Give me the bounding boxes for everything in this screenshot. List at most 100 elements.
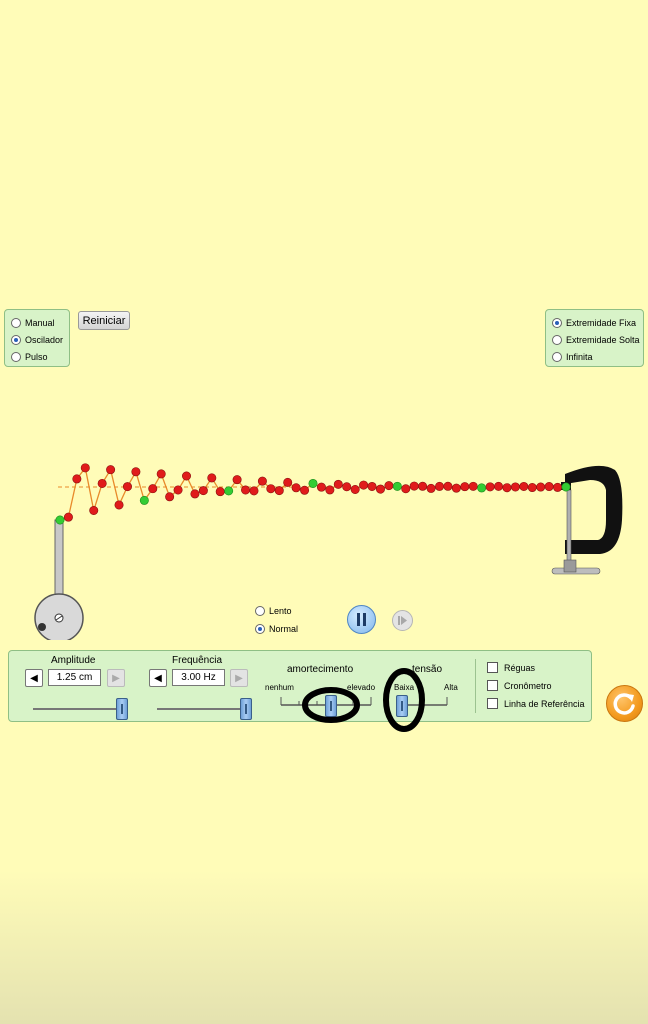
string-bead [359, 480, 369, 490]
frequency-value[interactable]: 3.00 Hz [172, 669, 225, 686]
string-bead [80, 463, 90, 473]
radio-loose-end[interactable] [552, 334, 562, 345]
string-bead [375, 484, 385, 494]
stopwatch-label: Cronômetro [504, 680, 552, 691]
string-bead [434, 481, 444, 491]
string-bead [190, 489, 200, 499]
amplitude-label: Amplitude [51, 655, 96, 666]
string-bead [122, 482, 132, 492]
reset-all-button[interactable] [606, 685, 643, 722]
end-label: Extremidade Fixa [566, 317, 637, 328]
stopwatch-checkbox-row[interactable]: Cronômetro [487, 680, 552, 691]
end-label: Extremidade Solta [566, 334, 640, 345]
string-bead [182, 471, 192, 481]
reference-line-checkbox[interactable] [487, 698, 498, 709]
speed-label: Lento [269, 606, 292, 616]
radio-oscillator[interactable] [11, 334, 21, 345]
string-bead [173, 485, 183, 495]
string-bead-marker [55, 515, 65, 525]
reset-button[interactable]: Reiniciar [78, 311, 130, 330]
radio-manual[interactable] [11, 317, 21, 328]
string-bead [114, 500, 124, 510]
string-bead [72, 474, 82, 484]
frequency-slider-track[interactable] [157, 708, 251, 710]
string-bead [232, 475, 242, 485]
oscillator-post [54, 519, 64, 599]
tension-label: tensão [412, 664, 443, 675]
mode-option-manual[interactable]: Manual [11, 314, 69, 331]
string-bead [342, 482, 352, 492]
string-bead [316, 482, 326, 492]
string-bead [156, 469, 166, 479]
string-bead [527, 483, 537, 493]
amplitude-decrease-button[interactable]: ◀ [25, 669, 43, 687]
end-panel: Extremidade Fixa Extremidade Solta Infin… [545, 309, 644, 367]
string-bead [502, 483, 512, 493]
string-bead-marker [477, 483, 487, 493]
controls-panel: Amplitude ◀ 1.25 cm ▶ Frequência ◀ 3.00 … [8, 650, 592, 722]
string-bead [460, 482, 470, 492]
frequency-label: Frequência [172, 655, 223, 666]
reference-line-checkbox-row[interactable]: Linha de Referência [487, 698, 585, 709]
tension-min-label: Baixa [394, 683, 415, 692]
tension-slider-thumb[interactable] [396, 695, 408, 717]
string-bead [485, 482, 495, 492]
speed-option-slow[interactable]: Lento [255, 606, 292, 616]
amplitude-value[interactable]: 1.25 cm [48, 669, 101, 686]
reference-line-label: Linha de Referência [504, 698, 585, 709]
amplitude-increase-button[interactable]: ▶ [107, 669, 125, 687]
string-bead [89, 506, 99, 516]
radio-pulse[interactable] [11, 351, 21, 362]
end-option-loose[interactable]: Extremidade Solta [552, 331, 643, 348]
string-bead-marker [224, 486, 234, 496]
rulers-checkbox[interactable] [487, 662, 498, 673]
string-bead [207, 473, 217, 483]
frequency-slider-thumb[interactable] [240, 698, 253, 720]
amplitude-slider-track[interactable] [33, 708, 127, 710]
oscillator-wheel[interactable] [34, 593, 84, 640]
damping-slider-thumb[interactable] [324, 695, 337, 717]
string-bead [106, 465, 116, 475]
string-bead-marker [308, 478, 318, 488]
rulers-checkbox-row[interactable]: Réguas [487, 662, 535, 673]
string-bead [384, 481, 394, 491]
radio-slow[interactable] [255, 606, 265, 616]
radio-fixed-end[interactable] [552, 317, 562, 328]
string-bead [97, 478, 107, 488]
mode-option-oscillator[interactable]: Oscilador [11, 331, 69, 348]
string-bead [198, 486, 208, 496]
string-bead [63, 512, 73, 522]
radio-normal[interactable] [255, 624, 265, 634]
string-bead [131, 467, 141, 477]
pause-button[interactable] [347, 605, 376, 634]
stopwatch-checkbox[interactable] [487, 680, 498, 691]
end-option-fixed[interactable]: Extremidade Fixa [552, 314, 643, 331]
string-bead [544, 482, 554, 492]
string-bead [257, 476, 267, 486]
damping-max-label: elevado [347, 683, 376, 692]
wave-simulation [34, 463, 623, 640]
speed-option-normal[interactable]: Normal [255, 624, 298, 634]
panel-divider [475, 659, 476, 713]
string-bead [401, 484, 411, 494]
string-bead-marker [139, 495, 149, 505]
pause-icon [357, 613, 366, 626]
string-bead [350, 485, 360, 495]
frequency-decrease-button[interactable]: ◀ [149, 669, 167, 687]
mode-option-pulse[interactable]: Pulso [11, 348, 69, 365]
frequency-increase-button[interactable]: ▶ [230, 669, 248, 687]
string-bead [274, 486, 284, 496]
radio-no-end[interactable] [552, 351, 562, 362]
end-label: Infinita [566, 351, 593, 362]
string-bead [325, 485, 335, 495]
string-bead [249, 486, 259, 496]
string-bead [553, 482, 563, 492]
string-bead [241, 485, 251, 495]
end-option-infinite[interactable]: Infinita [552, 348, 643, 365]
string-bead [418, 481, 428, 491]
mode-label: Pulso [25, 351, 48, 362]
string-bead [291, 483, 301, 493]
string-bead [266, 484, 276, 494]
step-button[interactable] [392, 610, 413, 631]
amplitude-slider-thumb[interactable] [116, 698, 129, 720]
